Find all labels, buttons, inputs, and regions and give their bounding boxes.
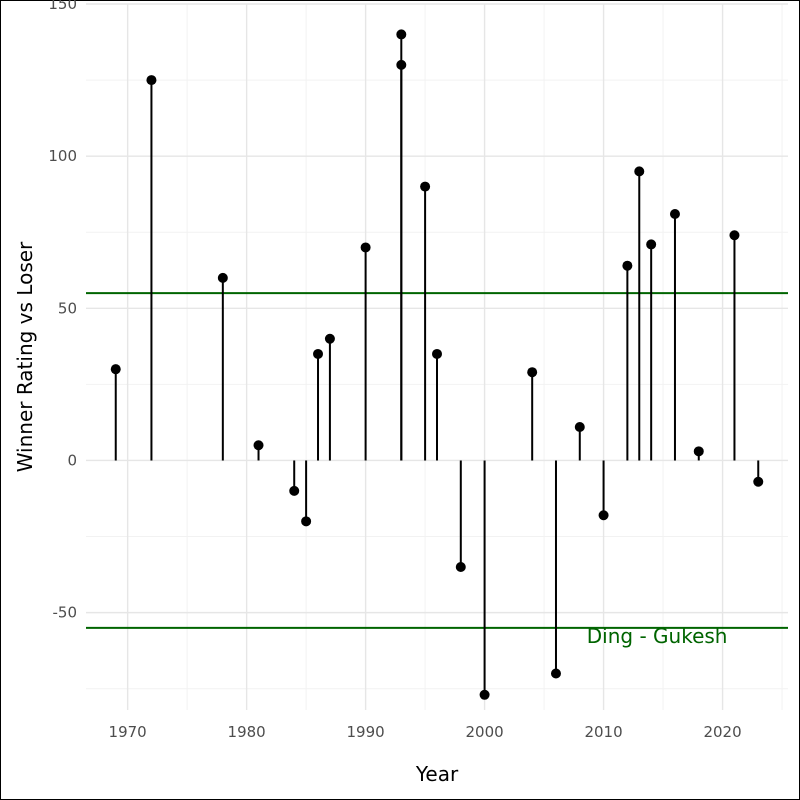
lollipop-point <box>574 421 585 432</box>
lollipop-point <box>396 59 407 70</box>
lollipop-point <box>146 75 157 86</box>
x-tick-label: 1970 <box>109 723 147 741</box>
reference-lines <box>86 292 788 629</box>
y-axis-ticks: -50 0 50 100 150 <box>48 0 77 622</box>
lollipop-point <box>479 689 490 700</box>
x-tick-label: 1990 <box>347 723 385 741</box>
lollipop-point <box>729 230 740 241</box>
lollipop-point <box>324 333 335 344</box>
lollipop-point <box>289 485 300 496</box>
lollipop-point <box>396 29 407 40</box>
y-tick-label: 150 <box>48 0 77 13</box>
annotations: Ding - Gukesh <box>587 624 728 648</box>
lollipop-point <box>693 446 704 457</box>
y-axis-title: Winner Rating vs Loser <box>13 241 37 472</box>
y-tick-label: -50 <box>53 604 78 622</box>
x-tick-label: 1980 <box>228 723 266 741</box>
lollipop-point <box>420 181 431 192</box>
x-axis-ticks: 1970 1980 1990 2000 2010 2020 <box>109 723 742 741</box>
lollipop-point <box>313 348 324 359</box>
lollipop-point <box>253 440 264 451</box>
lollipop-point <box>110 364 121 375</box>
lollipop-stems <box>114 34 760 695</box>
annotation-label: Ding - Gukesh <box>587 624 728 648</box>
lollipop-point <box>432 348 442 359</box>
lollipop-point <box>550 668 561 679</box>
lollipop-point <box>360 242 371 253</box>
y-tick-label: 0 <box>67 451 77 469</box>
x-tick-label: 2020 <box>703 723 741 741</box>
y-tick-label: 100 <box>48 147 77 165</box>
lollipop-point <box>527 367 538 378</box>
x-axis-title: Year <box>415 762 459 786</box>
lollipop-point <box>669 208 680 219</box>
lollipop-point <box>217 272 228 283</box>
lollipop-point <box>622 260 633 271</box>
lollipop-point <box>455 561 466 572</box>
lollipop-point <box>753 476 764 487</box>
y-tick-label: 50 <box>58 299 77 317</box>
x-tick-label: 2010 <box>584 723 622 741</box>
x-tick-label: 2000 <box>465 723 503 741</box>
lollipop-point <box>301 516 312 527</box>
lollipop-point <box>598 510 609 521</box>
lollipop-point <box>646 239 657 250</box>
lollipop-point <box>634 166 645 177</box>
lollipop-points <box>110 29 764 700</box>
